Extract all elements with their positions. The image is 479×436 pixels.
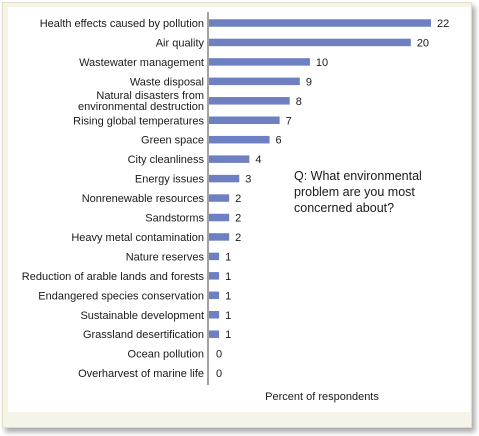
value-label: 9 — [306, 76, 312, 88]
category-label: Green space — [141, 135, 204, 147]
bar — [209, 58, 310, 66]
value-label: 6 — [276, 135, 282, 147]
value-label: 2 — [235, 213, 241, 225]
value-label: 0 — [216, 368, 222, 380]
value-label: 10 — [316, 57, 328, 69]
bar — [209, 97, 290, 105]
chart-frame — [2, 2, 472, 428]
bar — [209, 330, 220, 338]
bar — [209, 116, 280, 124]
category-label: Overharvest of marine life — [78, 368, 204, 380]
category-label: Endangered species conservation — [38, 290, 204, 302]
value-label: 8 — [296, 96, 302, 108]
category-label: Natural disasters from environmental dest… — [78, 90, 204, 113]
value-label: 1 — [225, 310, 231, 322]
category-label: Health effects caused by pollution — [40, 18, 204, 30]
bar — [209, 272, 220, 280]
value-label: 3 — [245, 174, 251, 186]
value-label: 7 — [286, 115, 292, 127]
category-label: Sustainable development — [80, 310, 204, 322]
bar — [209, 311, 220, 319]
value-label: 1 — [225, 329, 231, 341]
bar — [209, 155, 250, 163]
value-label: 2 — [235, 232, 241, 244]
category-label: Sandstorms — [145, 213, 204, 225]
category-label: Rising global temperatures — [73, 115, 204, 127]
value-label: 22 — [437, 18, 449, 30]
category-label: Waste disposal — [130, 76, 204, 88]
bar — [209, 38, 411, 47]
bar — [209, 252, 220, 261]
value-label: 1 — [225, 271, 231, 283]
bar — [209, 174, 240, 183]
bar — [209, 19, 431, 27]
chart-panel — [8, 7, 470, 412]
bar — [209, 213, 230, 222]
bar — [209, 77, 300, 86]
category-label: Nonrenewable resources — [82, 193, 205, 205]
category-label: Wastewater management — [79, 57, 204, 69]
category-label: Air quality — [156, 37, 205, 49]
category-label: Ocean pollution — [128, 349, 204, 361]
category-label: Nature reserves — [126, 251, 205, 263]
value-label: 1 — [225, 251, 231, 263]
value-label: 1 — [225, 290, 231, 302]
category-label: Heavy metal contamination — [71, 232, 204, 244]
value-label: 20 — [417, 37, 429, 49]
value-label: 0 — [216, 349, 222, 361]
value-label: 4 — [255, 154, 261, 166]
bar — [209, 291, 220, 300]
survey-question-annotation: Q: What environmental problem are you mo… — [294, 169, 422, 215]
bar — [209, 135, 270, 144]
category-label: Energy issues — [135, 174, 205, 186]
bar — [209, 233, 230, 241]
category-label: City cleanliness — [128, 154, 205, 166]
category-label: Grassland desertification — [83, 329, 204, 341]
value-label: 2 — [235, 193, 241, 205]
bar-group: Health effects caused by pollution 22Air … — [22, 18, 449, 380]
x-axis-title: Percent of respondents — [265, 391, 379, 403]
category-label: Reduction of arable lands and forests — [22, 271, 205, 283]
bar — [209, 194, 230, 202]
